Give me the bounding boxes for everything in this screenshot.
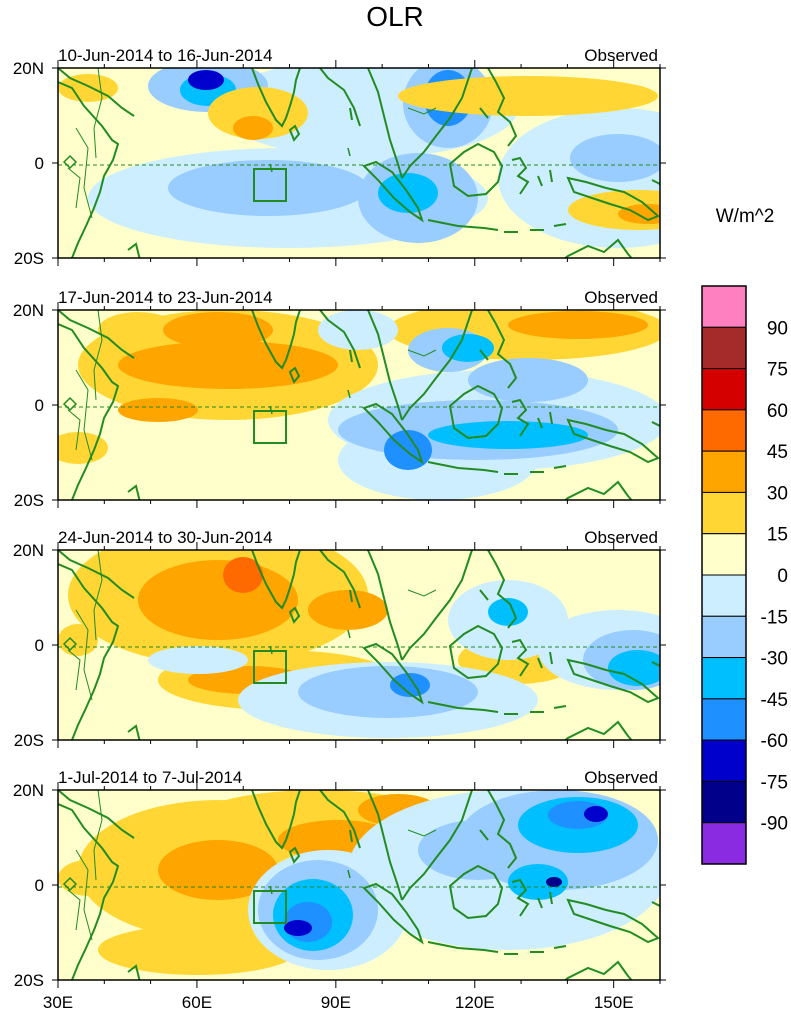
colorbar-swatch	[701, 822, 747, 865]
colorbar-label: 0	[777, 566, 788, 587]
colorbar-frame	[701, 285, 747, 865]
olr-anomaly-region	[58, 74, 118, 102]
olr-anomaly-region	[308, 590, 388, 630]
olr-anomaly-region	[233, 116, 273, 140]
colorbar-label: 90	[767, 318, 788, 339]
olr-anomaly-region	[118, 341, 338, 389]
panel-tag: Observed	[584, 528, 658, 547]
olr-field	[58, 68, 660, 258]
lat-label-equator: 0	[35, 396, 44, 415]
olr-anomaly-region	[398, 76, 658, 116]
figure-title: OLR	[366, 1, 424, 32]
lat-label-equator: 0	[35, 636, 44, 655]
colorbar-swatch	[701, 780, 747, 824]
colorbar-swatch	[701, 285, 747, 328]
olr-anomaly-region	[158, 840, 278, 900]
lon-label: 90E	[321, 993, 351, 1012]
olr-anomaly-region	[58, 432, 108, 464]
panel-tag: Observed	[584, 46, 658, 65]
olr-anomaly-region	[488, 598, 528, 626]
colorbar-swatch	[701, 533, 747, 576]
olr-anomaly-region	[570, 134, 660, 182]
panel-period: 10-Jun-2014 to 16-Jun-2014	[58, 46, 273, 65]
olr-anomaly-region	[284, 920, 312, 936]
panel-period: 24-Jun-2014 to 30-Jun-2014	[58, 528, 273, 547]
lat-label-20s: 20S	[14, 971, 44, 990]
colorbar-label: 45	[767, 442, 788, 463]
panel-period: 17-Jun-2014 to 23-Jun-2014	[58, 288, 273, 307]
olr-anomaly-region	[442, 334, 494, 362]
olr-field	[58, 310, 660, 500]
colorbar-label: 60	[767, 401, 788, 422]
lat-label-20s: 20S	[14, 491, 44, 510]
olr-anomaly-region	[58, 624, 98, 656]
olr-anomaly-region	[148, 646, 248, 674]
olr-anomaly-region	[98, 312, 178, 348]
colorbar-swatch	[701, 491, 747, 535]
colorbar-swatch	[701, 739, 747, 782]
lat-label-20s: 20S	[14, 249, 44, 268]
olr-anomaly-region	[298, 666, 478, 718]
olr-field	[58, 550, 660, 740]
olr-anomaly-region	[418, 820, 538, 880]
olr-anomaly-region	[118, 398, 198, 422]
lat-label-20n: 20N	[13, 59, 44, 78]
map-panel: 17-Jun-2014 to 23-Jun-2014 Observed 20N 0 20…	[13, 288, 666, 510]
colorbar-swatch	[701, 615, 747, 659]
olr-anomaly-region	[168, 160, 368, 216]
colorbar-label: -45	[761, 690, 788, 711]
olr-anomaly-region	[468, 358, 588, 402]
colorbar-label: 75	[767, 360, 788, 381]
colorbar: 90 75 60 45 30 15 0 -15 -30 -45 -60 -75 -90	[701, 285, 788, 865]
panel-tag: Observed	[584, 768, 658, 787]
olr-anomaly-region	[98, 925, 298, 975]
colorbar-swatch	[701, 574, 747, 617]
olr-anomaly-region	[163, 312, 273, 348]
lat-label-20n: 20N	[13, 781, 44, 800]
olr-anomaly-region	[584, 806, 608, 822]
lat-label-20n: 20N	[13, 301, 44, 320]
olr-anomaly-region	[508, 864, 568, 900]
map-panel: 10-Jun-2014 to 16-Jun-2014 Observed 20N 0 20…	[13, 46, 666, 268]
olr-anomaly-region	[508, 311, 648, 339]
lon-label: 120E	[455, 993, 495, 1012]
lat-label-20s: 20S	[14, 731, 44, 750]
colorbar-label: -15	[761, 607, 788, 628]
lon-label: 60E	[182, 993, 212, 1012]
lon-label: 30E	[43, 993, 73, 1012]
map-panel: 24-Jun-2014 to 30-Jun-2014 Observed 20N 0 20…	[13, 528, 666, 750]
olr-anomaly-region	[608, 650, 660, 686]
colorbar-label: 30	[767, 483, 788, 504]
olr-anomaly-region	[318, 310, 398, 350]
lat-label-equator: 0	[35, 154, 44, 173]
colorbar-swatch	[701, 409, 747, 452]
map-panel: 1-Jul-2014 to 7-Jul-2014 Observed 20N 0 20S	[13, 768, 666, 990]
lat-label-equator: 0	[35, 876, 44, 895]
colorbar-swatch	[701, 698, 747, 741]
olr-field	[58, 790, 660, 980]
colorbar-swatch	[701, 657, 747, 700]
lon-label: 150E	[594, 993, 634, 1012]
olr-anomaly-region	[428, 421, 588, 449]
olr-anomaly-region	[223, 557, 263, 593]
colorbar-swatch	[701, 368, 747, 411]
olr-anomaly-region	[390, 673, 430, 697]
olr-anomaly-region	[188, 70, 224, 90]
panel-period: 1-Jul-2014 to 7-Jul-2014	[58, 768, 242, 787]
olr-anomaly-region	[546, 877, 562, 887]
lat-label-20n: 20N	[13, 541, 44, 560]
colorbar-label: -30	[761, 649, 788, 670]
colorbar-label: -75	[761, 772, 788, 793]
colorbar-swatch	[701, 326, 747, 370]
panel-tag: Observed	[584, 288, 658, 307]
colorbar-swatch	[701, 450, 747, 493]
unit-label: W/m^2	[716, 206, 775, 227]
colorbar-label: -90	[761, 814, 788, 835]
colorbar-label: 15	[767, 525, 788, 546]
colorbar-label: -60	[761, 731, 788, 752]
